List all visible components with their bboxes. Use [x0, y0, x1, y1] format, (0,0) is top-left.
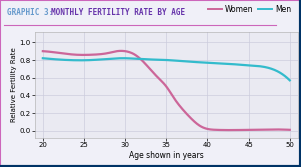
Text: GRAPHIC 3:: GRAPHIC 3: — [8, 9, 54, 17]
Legend: Women, Men: Women, Men — [205, 2, 294, 17]
Y-axis label: Relative Fertility Rate: Relative Fertility Rate — [11, 47, 17, 122]
X-axis label: Age shown in years: Age shown in years — [129, 151, 204, 160]
Text: MONTHLY FERTILITY RATE BY AGE: MONTHLY FERTILITY RATE BY AGE — [51, 9, 185, 17]
